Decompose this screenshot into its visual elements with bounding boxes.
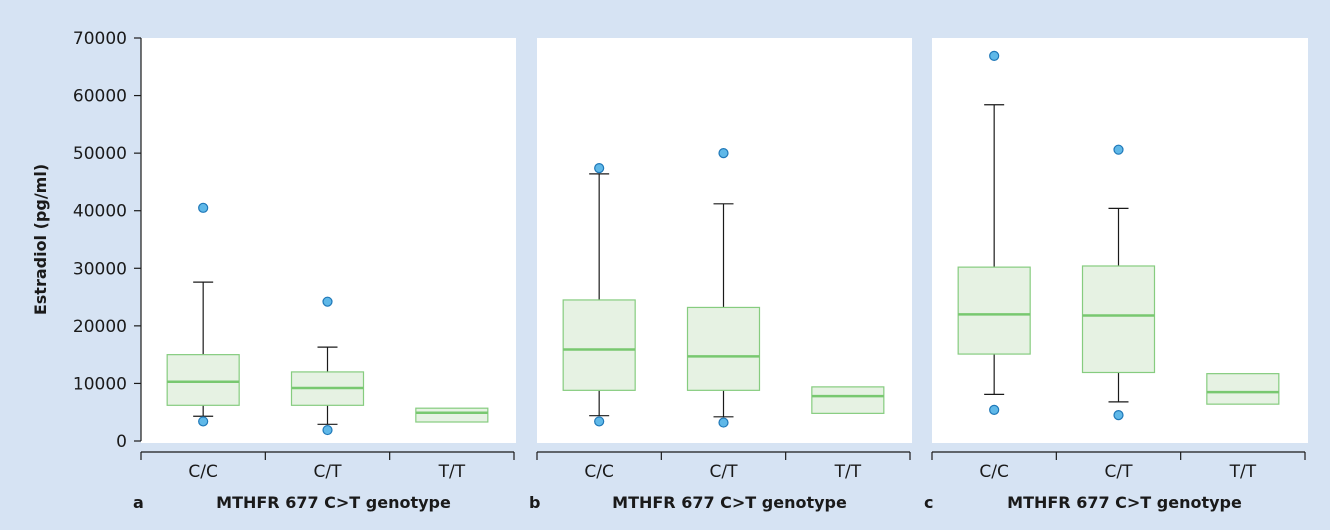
iqr-box: [1206, 373, 1280, 405]
iqr-box: [957, 266, 1031, 355]
x-axis-title: MTHFR 677 C>T genotype: [216, 493, 451, 512]
y-axis: 0 10000 20000 30000 40000 50000 60000 70000 Estr…: [31, 29, 142, 452]
x-tick-label: C/T: [1105, 462, 1134, 482]
iqr-box: [562, 299, 636, 391]
outlier-point: [1113, 409, 1124, 421]
y-tick-label: 30000: [73, 259, 127, 279]
iqr-box: [686, 306, 761, 391]
x-tick-label: T/T: [834, 462, 862, 482]
x-axes: C/C C/T T/T a MTHFR 677 C>T genotype C/C C/T T/…: [133, 451, 1306, 512]
panel-a-boxes: [166, 202, 489, 436]
x-tick-label: C/T: [710, 462, 739, 482]
panel-letter: b: [529, 493, 540, 512]
box-c-c: [957, 50, 1031, 416]
x-tick-label: C/C: [979, 462, 1008, 482]
box-c-t: [290, 296, 365, 436]
box-c-t: [686, 148, 761, 428]
outlier-point: [198, 202, 209, 213]
box-c-c: [166, 202, 240, 427]
outlier-point: [594, 416, 605, 427]
panel-c-boxes: [957, 50, 1280, 421]
box-t-t: [415, 407, 489, 423]
iqr-box: [1081, 265, 1156, 374]
outlier-point: [198, 416, 209, 427]
x-tick-label: T/T: [438, 462, 466, 482]
panel-a-x-axis: C/C C/T T/T a MTHFR 677 C>T genotype: [133, 451, 515, 512]
x-axis-title: MTHFR 677 C>T genotype: [1007, 493, 1242, 512]
box-t-t: [1206, 373, 1280, 405]
x-tick-label: C/C: [584, 462, 613, 482]
box-plots: [166, 50, 1280, 436]
x-axis-title: MTHFR 677 C>T genotype: [612, 493, 847, 512]
box-t-t: [811, 386, 885, 414]
outlier-point: [989, 50, 1000, 61]
y-tick-label: 40000: [73, 202, 127, 222]
outlier-point: [989, 404, 1000, 416]
box-c-c: [562, 163, 636, 427]
y-tick-label: 0: [116, 432, 127, 452]
y-tick-label: 70000: [73, 29, 127, 49]
outlier-point: [718, 148, 729, 159]
iqr-box: [415, 407, 489, 423]
y-tick-label: 20000: [73, 317, 127, 337]
panel-c-x-axis: C/C C/T T/T c MTHFR 677 C>T genotype: [924, 451, 1306, 512]
panel-b-boxes: [562, 148, 885, 428]
x-tick-label: C/C: [188, 462, 217, 482]
y-tick-label: 60000: [73, 87, 127, 107]
iqr-box: [811, 386, 885, 414]
panel-letter: a: [133, 493, 144, 512]
y-axis-title: Estradiol (pg/ml): [31, 164, 50, 315]
outlier-point: [322, 424, 333, 436]
outlier-point: [322, 296, 333, 307]
outlier-point: [594, 163, 605, 174]
y-tick-label: 50000: [73, 144, 127, 164]
panel-letter: c: [924, 493, 933, 512]
panel-b-x-axis: C/C C/T T/T b MTHFR 677 C>T genotype: [529, 451, 911, 512]
outlier-point: [718, 417, 729, 428]
x-tick-label: T/T: [1229, 462, 1257, 482]
box-c-t: [1081, 144, 1156, 421]
y-tick-label: 10000: [73, 374, 127, 394]
x-tick-label: C/T: [314, 462, 343, 482]
outlier-point: [1113, 144, 1124, 155]
iqr-box: [166, 354, 240, 406]
